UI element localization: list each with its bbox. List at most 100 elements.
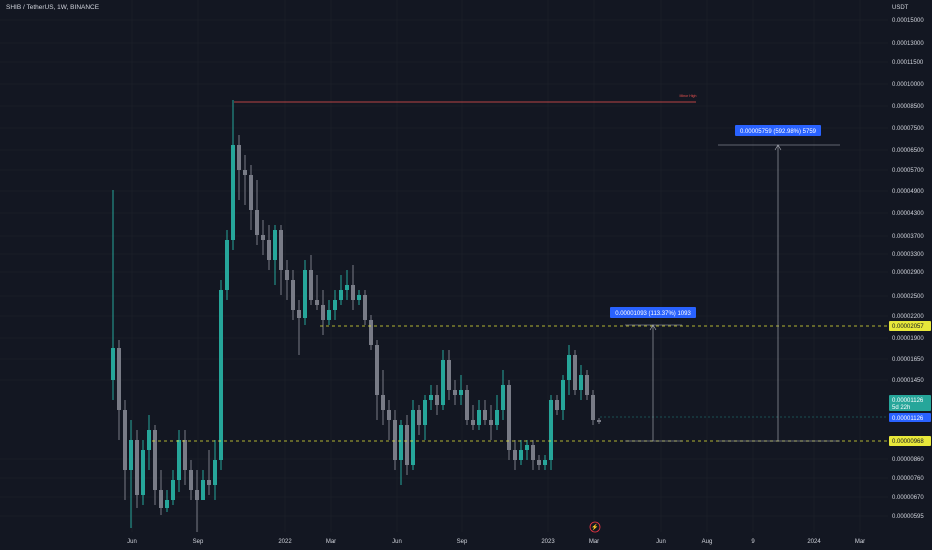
candle-body bbox=[369, 320, 373, 345]
candle-body bbox=[459, 390, 463, 395]
candle-body bbox=[243, 170, 247, 175]
event-marker-icon bbox=[589, 521, 601, 533]
candle-body bbox=[249, 175, 253, 210]
y-tick-label: 0.00004900 bbox=[892, 189, 924, 195]
measure-label: 0.00001093 (113.37%) 1093 bbox=[615, 311, 691, 317]
y-tick-label: 0.00011500 bbox=[892, 60, 924, 66]
candle-body bbox=[303, 270, 307, 318]
candle-body bbox=[171, 480, 175, 500]
y-tick-label: 0.00015000 bbox=[892, 18, 924, 24]
y-tick-label: 0.00004300 bbox=[892, 211, 924, 217]
measure-label-box bbox=[735, 125, 821, 136]
level-tag-text: 0.00002057 bbox=[892, 324, 924, 330]
candle-body bbox=[267, 240, 271, 260]
candle-body bbox=[297, 310, 301, 318]
candle-body bbox=[387, 410, 391, 420]
y-tick-label: 0.00000860 bbox=[892, 457, 924, 463]
candle-body bbox=[393, 420, 397, 460]
x-tick-label: Sep bbox=[193, 539, 204, 545]
y-tick-label: 0.00001900 bbox=[892, 336, 924, 342]
candle-body bbox=[501, 385, 505, 410]
measure-label: 0.00005759 (592.98%) 5759 bbox=[740, 129, 817, 135]
x-tick-label: 9 bbox=[751, 539, 755, 545]
candle-body bbox=[123, 410, 127, 470]
y-tick-label: 0.00000670 bbox=[892, 495, 924, 501]
candle-body bbox=[273, 230, 277, 260]
candle-body bbox=[489, 420, 493, 425]
candle-body bbox=[261, 235, 265, 240]
candle-body bbox=[363, 295, 367, 320]
candle-body bbox=[423, 400, 427, 425]
event-marker-glyph: ⚡ bbox=[591, 523, 598, 531]
candle-body bbox=[513, 450, 517, 460]
candle-body bbox=[351, 285, 355, 300]
candle-body bbox=[591, 395, 595, 420]
measure-label-box bbox=[610, 307, 696, 318]
y-tick-label: 0.00013000 bbox=[892, 41, 924, 47]
x-tick-label: Jun bbox=[127, 539, 137, 545]
candle-body bbox=[507, 385, 511, 450]
last-price-text: 0.00001126 bbox=[892, 398, 924, 404]
y-tick-label: 0.00002200 bbox=[892, 314, 924, 320]
candle-body bbox=[117, 348, 121, 410]
y-tick-label: 0.00000760 bbox=[892, 476, 924, 482]
candle-body bbox=[333, 300, 337, 310]
candle-body bbox=[291, 280, 295, 310]
candle-body bbox=[129, 440, 133, 470]
candle-body bbox=[207, 480, 211, 485]
x-tick-label: Jun bbox=[392, 539, 402, 545]
candle-body bbox=[465, 390, 469, 420]
y-tick-label: 0.00000595 bbox=[892, 514, 924, 520]
y-axis-unit: USDT bbox=[892, 5, 909, 11]
candle-body bbox=[183, 440, 187, 470]
crosshair-text: 0.00001126 bbox=[892, 416, 924, 422]
candle-body bbox=[597, 420, 601, 422]
candle-body bbox=[165, 500, 169, 508]
y-tick-label: 0.00001650 bbox=[892, 357, 924, 363]
candle-body bbox=[147, 430, 151, 450]
candle-body bbox=[483, 410, 487, 420]
candle-body bbox=[453, 390, 457, 395]
candle-body bbox=[573, 355, 577, 390]
candle-body bbox=[531, 445, 535, 460]
candle-body bbox=[177, 440, 181, 480]
candle-body bbox=[279, 230, 283, 270]
candle-body bbox=[495, 410, 499, 425]
candle-body bbox=[405, 425, 409, 465]
y-tick-label: 0.00006500 bbox=[892, 148, 924, 154]
y-tick-label: 0.00007500 bbox=[892, 126, 924, 132]
candle-body bbox=[327, 310, 331, 320]
y-tick-label: 0.00005700 bbox=[892, 168, 924, 174]
candle-body bbox=[375, 345, 379, 395]
candle-body bbox=[345, 285, 349, 290]
x-tick-label: 2022 bbox=[278, 539, 292, 545]
y-tick-label: 0.00003700 bbox=[892, 234, 924, 240]
level-tag bbox=[889, 436, 931, 446]
candle-body bbox=[435, 395, 439, 405]
candle-body bbox=[255, 210, 259, 235]
candle-body bbox=[549, 400, 553, 460]
candle-body bbox=[477, 410, 481, 425]
x-tick-label: 2023 bbox=[541, 539, 555, 545]
candle-body bbox=[141, 450, 145, 495]
x-tick-label: Jun bbox=[656, 539, 666, 545]
candle-body bbox=[471, 420, 475, 425]
x-tick-label: Sep bbox=[457, 539, 468, 545]
candle-body bbox=[525, 445, 529, 450]
candle-body bbox=[237, 145, 241, 170]
x-tick-label: Mar bbox=[589, 539, 599, 545]
last-price-tag bbox=[889, 395, 931, 411]
candle-body bbox=[411, 410, 415, 465]
candle-body bbox=[285, 270, 289, 280]
candle-body bbox=[189, 470, 193, 490]
y-tick-label: 0.00003300 bbox=[892, 252, 924, 258]
candle-body bbox=[201, 480, 205, 500]
candle-body bbox=[135, 440, 139, 495]
crosshair-tag bbox=[889, 413, 931, 422]
candle-body bbox=[339, 290, 343, 300]
candle-body bbox=[399, 425, 403, 460]
x-tick-label: Mar bbox=[326, 539, 336, 545]
candle-body bbox=[441, 360, 445, 405]
candle-body bbox=[543, 460, 547, 465]
